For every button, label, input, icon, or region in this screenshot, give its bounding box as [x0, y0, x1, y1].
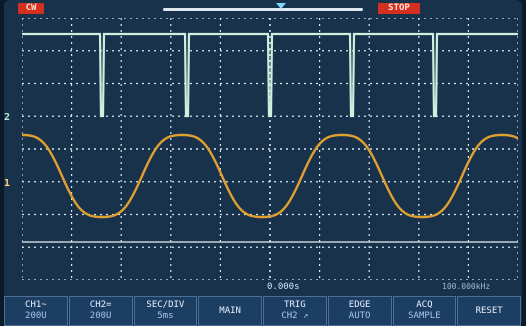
time-position-readout: 0.000s [267, 282, 300, 292]
softkey-label: EDGE [348, 300, 371, 310]
softkey-main[interactable]: MAIN [198, 296, 262, 326]
info-strip: 0.000s 100.000kHz [22, 282, 518, 296]
softkey-label: SEC/DIV [146, 300, 185, 310]
softkey-value: CH2 ↗ [281, 311, 309, 321]
softkey-ch2[interactable]: CH2= 200U [68, 296, 133, 326]
memory-position-bar[interactable] [163, 8, 363, 11]
ch1-sine-trace [22, 133, 518, 219]
status-bar: CW STOP [18, 3, 518, 15]
softkey-ch1[interactable]: CH1~ 200U [4, 296, 68, 326]
ch2-ground-marker: 2 [4, 112, 11, 123]
mode-badge: CW [18, 3, 44, 14]
softkey-timebase[interactable]: SEC/DIV 5ms [133, 296, 198, 326]
softkey-label: MAIN [219, 305, 241, 316]
softkey-label: TRIG [284, 300, 306, 310]
softkey-value: AUTO [348, 311, 371, 321]
graticule [22, 18, 518, 280]
trigger-frequency-readout: 100.000kHz [442, 282, 491, 291]
softkey-edge[interactable]: EDGE AUTO [327, 296, 392, 326]
softkey-label: CH2= [89, 300, 112, 310]
softkey-reset[interactable]: RESET [457, 296, 521, 326]
trigger-position-marker-icon [276, 3, 286, 9]
softkey-acquire[interactable]: ACQ SAMPLE [392, 296, 457, 326]
waveform-display [22, 18, 518, 280]
softkey-label: ACQ [416, 300, 433, 310]
softkey-value: 200U [89, 311, 112, 321]
ch2-square-trace [22, 32, 518, 118]
softkey-value: SAMPLE [408, 311, 441, 321]
softkey-value: 200U [25, 311, 47, 321]
softkey-trigger[interactable]: TRIG CH2 ↗ [263, 296, 327, 326]
ch1-ground-marker: 1 [4, 178, 11, 189]
softkey-label: RESET [475, 305, 503, 316]
softkey-label: CH1~ [25, 300, 47, 310]
softkey-value: 5ms [157, 311, 174, 321]
softkey-bar: CH1~ 200U CH2= 200U SEC/DIV 5ms MAIN TRI… [4, 296, 522, 326]
run-state-badge[interactable]: STOP [378, 3, 420, 14]
